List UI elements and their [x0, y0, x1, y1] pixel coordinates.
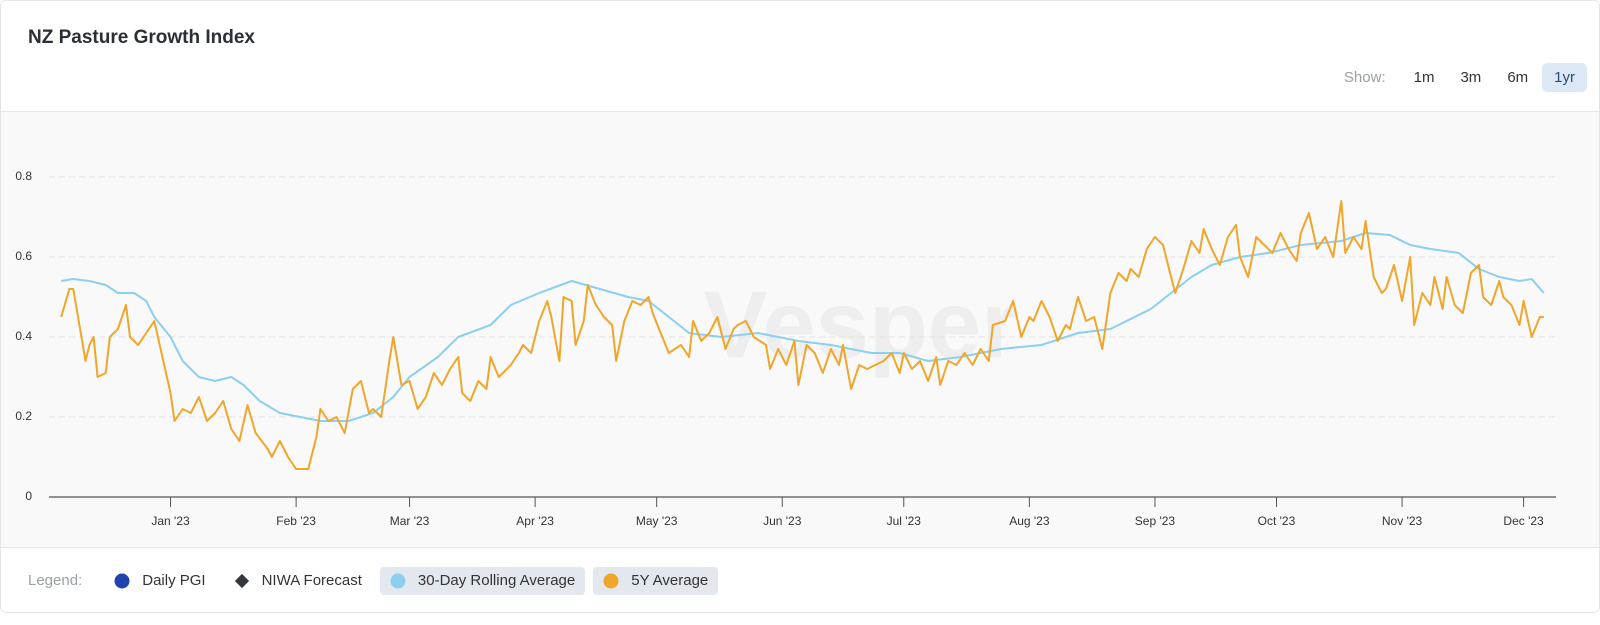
x-tick-label: Jun '23 — [763, 514, 802, 528]
legend-text: NIWA Forecast — [261, 572, 362, 589]
x-tick-label: Feb '23 — [276, 514, 316, 528]
legend-label: Legend: — [28, 572, 83, 589]
legend-marker — [390, 573, 406, 588]
x-tick-label: Apr '23 — [516, 514, 554, 528]
x-tick-label: Jul '23 — [887, 514, 922, 528]
x-tick-label: May '23 — [636, 514, 678, 528]
legend-marker — [603, 573, 619, 588]
chart-title: NZ Pasture Growth Index — [28, 27, 255, 48]
chart: Vesper 0 0.2 0.4 0.6 0.8 Jan '23 Feb '23 Mar '2… — [1, 112, 1599, 547]
legend-item[interactable]: 30-Day Rolling Average — [379, 566, 586, 595]
y-tick-label: 0.8 — [15, 169, 32, 183]
legend-swatch — [114, 573, 130, 588]
legend-swatch — [234, 573, 249, 588]
range-button[interactable]: 1m — [1413, 68, 1435, 86]
x-tick-label: Oct '23 — [1258, 514, 1296, 528]
x-tick-label: Dec '23 — [1503, 514, 1544, 528]
legend-text: 30-Day Rolling Average — [417, 572, 576, 589]
range-controls: Show: 1m 3m 6m 1yr — [1344, 62, 1587, 92]
legend-marker — [114, 573, 130, 588]
legend: Legend: Daily PGI NIWA Forecast 30-Day Rol… — [1, 547, 1599, 612]
legend-marker — [234, 573, 249, 588]
x-tick-label: Nov '23 — [1382, 514, 1423, 528]
plot-background — [1, 112, 1599, 547]
legend-item[interactable]: NIWA Forecast — [224, 567, 372, 595]
controls-label: Show: — [1343, 68, 1386, 86]
x-tick-label: Aug '23 — [1009, 514, 1050, 528]
legend-item[interactable]: 5Y Average — [593, 566, 719, 595]
range-button[interactable]: 1yr — [1542, 62, 1587, 92]
legend-text: Daily PGI — [142, 572, 206, 589]
legend-text: 5Y Average — [631, 572, 709, 589]
range-button[interactable]: 3m — [1460, 68, 1482, 86]
legend-swatch — [603, 573, 619, 588]
x-tick-label: Jan '23 — [151, 514, 190, 528]
legend-swatch — [390, 573, 406, 588]
y-tick-label: 0.4 — [15, 329, 32, 343]
header: NZ Pasture Growth Index Show: 1m 3m 6m 1yr — [1, 1, 1599, 112]
range-button[interactable]: 6m — [1507, 68, 1529, 86]
x-tick-label: Sep '23 — [1135, 514, 1176, 528]
y-tick-label: 0.2 — [15, 409, 32, 423]
series-line — [60, 200, 1544, 470]
y-tick-label: 0.6 — [15, 249, 32, 263]
x-tick-label: Mar '23 — [390, 514, 430, 528]
y-tick-label: 0 — [25, 489, 32, 503]
watermark: Vesper — [704, 271, 1019, 378]
legend-item[interactable]: Daily PGI — [104, 567, 215, 595]
